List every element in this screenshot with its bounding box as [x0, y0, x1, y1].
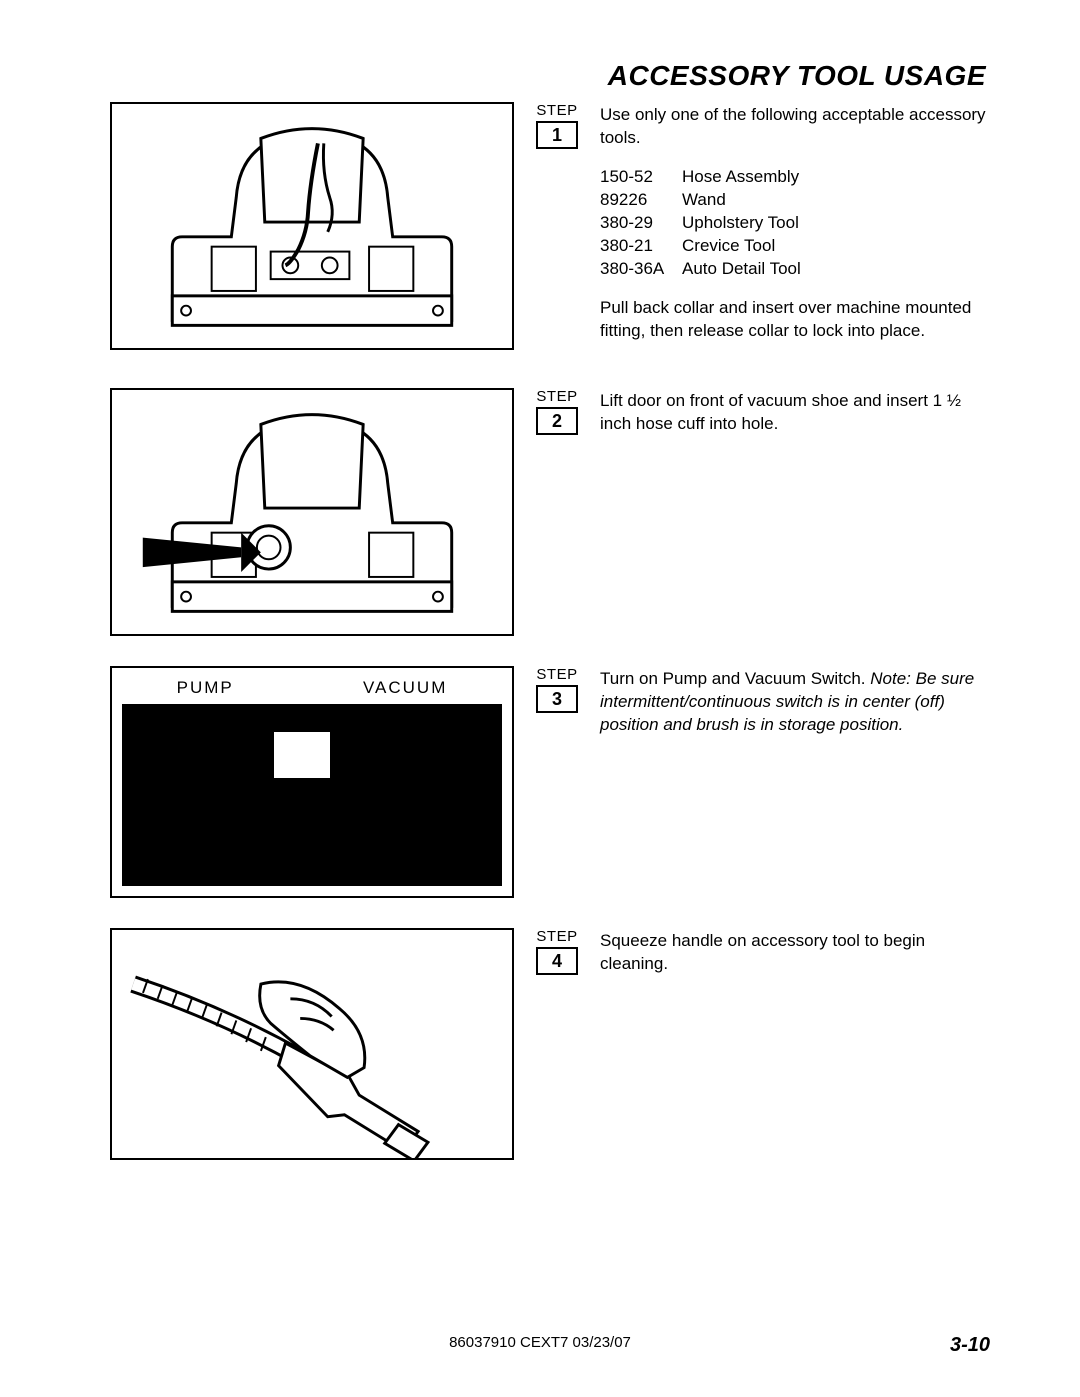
step-3-body: Turn on Pump and Vacuum Switch. Note: Be… — [600, 668, 990, 737]
step-3-row: PUMP VACUUM STEP 3 Turn on Pump and Vacu… — [110, 666, 990, 898]
step-4-text: Squeeze handle on accessory tool to begi… — [600, 928, 990, 992]
hose-cuff-illustration — [112, 390, 512, 634]
hand-tool-illustration — [112, 930, 512, 1158]
step-1-outro: Pull back collar and insert over machine… — [600, 297, 990, 343]
page-footer: 86037910 CEXT7 03/23/07 3-10 — [0, 1334, 1080, 1357]
step-1-badge: STEP 1 — [532, 102, 582, 149]
step-label: STEP — [536, 102, 577, 119]
switch-cutout — [274, 732, 330, 778]
parts-row: 380-21Crevice Tool — [600, 235, 990, 258]
step-label: STEP — [536, 388, 577, 405]
footer-docid: 86037910 CEXT7 03/23/07 — [449, 1334, 631, 1351]
parts-row: 150-52Hose Assembly — [600, 166, 990, 189]
step-1-intro: Use only one of the following acceptable… — [600, 104, 990, 150]
vacuum-label: VACUUM — [363, 678, 447, 698]
step-2-body: Lift door on front of vacuum shoe and in… — [600, 390, 990, 436]
step-4-row: STEP 4 Squeeze handle on accessory tool … — [110, 928, 990, 1160]
step-2-figure — [110, 388, 514, 636]
step-4-body: Squeeze handle on accessory tool to begi… — [600, 930, 990, 976]
step-1-row: STEP 1 Use only one of the following acc… — [110, 102, 990, 358]
switch-panel-black — [122, 704, 502, 886]
machine-fitting-illustration — [112, 104, 512, 348]
step-4-badge: STEP 4 — [532, 928, 582, 975]
page-title: ACCESSORY TOOL USAGE — [110, 60, 990, 92]
step-number: 4 — [536, 947, 578, 975]
parts-row: 89226Wand — [600, 189, 990, 212]
step-2-badge: STEP 2 — [532, 388, 582, 435]
step-number: 2 — [536, 407, 578, 435]
step-number: 1 — [536, 121, 578, 149]
step-3-text: Turn on Pump and Vacuum Switch. Note: Be… — [600, 666, 990, 753]
step-label: STEP — [536, 666, 577, 683]
step-label: STEP — [536, 928, 577, 945]
step-number: 3 — [536, 685, 578, 713]
step-2-row: STEP 2 Lift door on front of vacuum shoe… — [110, 388, 990, 636]
step-1-figure — [110, 102, 514, 350]
step-3-figure: PUMP VACUUM — [110, 666, 514, 898]
parts-list: 150-52Hose Assembly 89226Wand 380-29Upho… — [600, 166, 990, 281]
step-1-text: Use only one of the following acceptable… — [600, 102, 990, 358]
step-4-figure — [110, 928, 514, 1160]
step-3-badge: STEP 3 — [532, 666, 582, 713]
parts-row: 380-29Upholstery Tool — [600, 212, 990, 235]
pump-label: PUMP — [177, 678, 234, 698]
page-number: 3-10 — [950, 1334, 990, 1357]
parts-row: 380-36AAuto Detail Tool — [600, 258, 990, 281]
step-2-text: Lift door on front of vacuum shoe and in… — [600, 388, 990, 452]
